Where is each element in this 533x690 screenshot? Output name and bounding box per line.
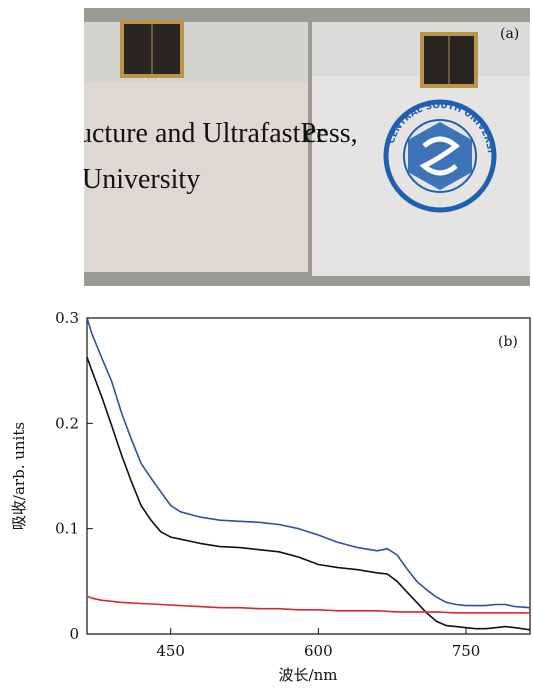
x-tick-label: 450 [156, 642, 185, 660]
series-layer [86, 317, 531, 631]
y-tick-label: 0.2 [55, 414, 79, 432]
y-tick-label: 0.3 [55, 309, 79, 327]
photo-panel-label: (a) [500, 26, 519, 42]
y-tick-label: 0 [69, 625, 79, 643]
x-axis-title: 波长/nm [279, 666, 338, 684]
y-axis-title: 吸收/arb. units [10, 422, 28, 530]
x-tick-label: 750 [452, 642, 481, 660]
series-line-2 [86, 356, 531, 631]
left-slide-glass-top [84, 22, 308, 82]
y-tick-label: 0.1 [55, 520, 79, 538]
plot-frame [86, 317, 531, 635]
photo-text-line1: ucture and UltrafastPr [84, 118, 326, 149]
photo-text-line2: University [84, 164, 200, 195]
photo-panel: ucture and UltrafastPr cess, University … [84, 8, 530, 286]
chart-panel-label: (b) [498, 334, 518, 350]
absorption-chart: 450 600 750 0 0.1 0.2 0.3 (b) 波长/nm 吸收/arb. un… [10, 309, 531, 684]
x-tick-label: 600 [304, 642, 333, 660]
series-line-3 [86, 595, 530, 614]
series-line-1 [86, 317, 531, 609]
photo-text-line1-cont: cess, [304, 118, 358, 149]
tick-layer: 450 600 750 0 0.1 0.2 0.3 [55, 309, 480, 660]
